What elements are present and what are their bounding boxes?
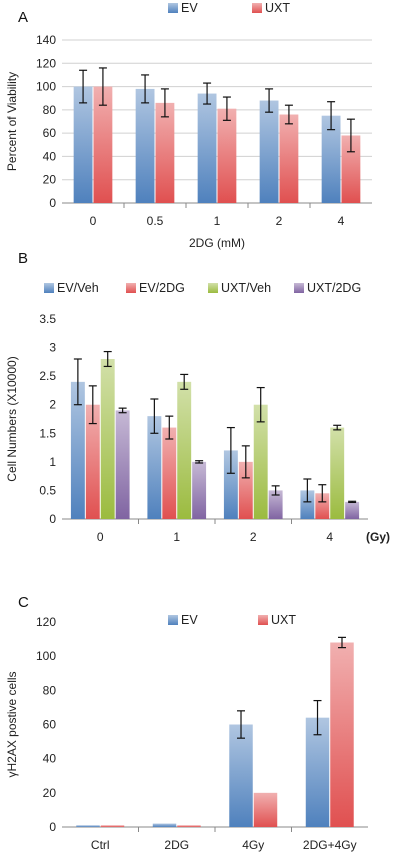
y-tick-label: 20 <box>43 173 57 187</box>
panel-c-letter: C <box>18 594 29 611</box>
bar-ev-2dg-4 <box>315 493 330 519</box>
legend-label-uxt-veh: UXT/Veh <box>221 281 271 295</box>
x-axis-label: 2DG (mM) <box>189 236 245 250</box>
legend-label-uxt-2dg: UXT/2DG <box>307 281 361 295</box>
y-tick-label: 0 <box>49 512 56 526</box>
legend-label-ev: EV <box>181 613 198 627</box>
legend-swatch-ev-2dg <box>126 283 136 293</box>
y-tick-label: 100 <box>36 80 56 94</box>
panel-a-letter: A <box>18 9 28 26</box>
bar-ev-veh-2 <box>223 450 238 519</box>
x-unit-label: (Gy) <box>366 530 390 544</box>
legend-label-ev-2dg: EV/2DG <box>139 281 185 295</box>
y-axis-label: γH2AX postive cells <box>5 671 19 777</box>
panel-b-letter: B <box>18 250 28 267</box>
x-tick-label: 4Gy <box>242 838 264 852</box>
y-tick-label: 80 <box>43 103 57 117</box>
x-tick-label: 2DG <box>164 838 189 852</box>
y-tick-label: 120 <box>36 615 56 629</box>
legend-swatch-uxt-2dg <box>294 283 304 293</box>
bar-ev-2dg-2 <box>238 461 253 519</box>
y-tick-label: 20 <box>43 786 57 800</box>
bar-uxt-0-5 <box>155 102 175 203</box>
bar-uxt-2dg-1 <box>192 461 207 519</box>
panel-a: A EV UXT 0 20 40 60 80 100 120 140 0 0.5 1 2 4 2DG (mM) P… <box>5 1 372 250</box>
legend-label-uxt: UXT <box>265 1 290 15</box>
legend-label-ev: EV <box>181 1 198 15</box>
bar-ev-2dg-1 <box>162 427 177 519</box>
x-tick-label: 2 <box>276 214 283 228</box>
bar-ev-4 <box>321 115 341 203</box>
x-tick-label: 1 <box>214 214 221 228</box>
y-tick-label: 1.5 <box>39 426 56 440</box>
legend-swatch-uxt <box>252 3 262 13</box>
x-tick-label: 4 <box>326 530 333 544</box>
bar-uxt-2 <box>279 114 299 203</box>
bar-uxt-veh-0 <box>100 359 115 519</box>
bar-uxt-veh-4 <box>330 427 345 519</box>
bar-uxt-veh-1 <box>177 381 192 519</box>
y-tick-label: 60 <box>43 718 57 732</box>
legend-swatch-ev <box>168 615 178 625</box>
panel-b: B EV/Veh EV/2DG UXT/Veh UXT/2DG 0 0.5 1 1.5 2 2.5 3… <box>5 250 390 544</box>
x-tick-label: 4 <box>338 214 345 228</box>
bar-ev-0-5 <box>135 88 155 203</box>
x-tick-label: 2DG+4Gy <box>303 838 357 852</box>
bar-uxt-2dg-4 <box>345 501 360 519</box>
x-tick-label: 0.5 <box>147 214 164 228</box>
legend-label-uxt: UXT <box>271 613 296 627</box>
y-tick-label: 0 <box>49 196 56 210</box>
bar-ev-4gy <box>229 724 253 827</box>
legend-swatch-uxt-veh <box>208 283 218 293</box>
bar-uxt-0 <box>93 86 113 203</box>
y-tick-label: 3 <box>49 341 56 355</box>
bar-ev-veh-4 <box>300 490 315 519</box>
y-tick-label: 0 <box>49 820 56 834</box>
x-tick-label: 2 <box>250 530 257 544</box>
y-tick-label: 60 <box>43 126 57 140</box>
y-tick-label: 40 <box>43 752 57 766</box>
y-tick-label: 80 <box>43 683 57 697</box>
bar-uxt-2dg <box>177 825 201 827</box>
bar-uxt-ctrl <box>100 825 125 827</box>
bar-ev-0 <box>73 86 93 203</box>
y-tick-label: 100 <box>36 649 56 663</box>
bar-ev-2dg-0 <box>85 404 100 519</box>
y-tick-label: 0.5 <box>39 483 56 497</box>
bar-ev-veh-0 <box>70 381 85 519</box>
bar-ev-2dg <box>152 823 177 827</box>
legend-swatch-uxt <box>258 615 268 625</box>
bar-ev-veh-1 <box>147 416 162 519</box>
y-tick-label: 140 <box>36 33 56 47</box>
bar-uxt-4 <box>341 135 361 203</box>
y-tick-label: 2 <box>49 398 56 412</box>
bar-uxt-1 <box>217 108 237 203</box>
y-tick-label: 1 <box>49 455 56 469</box>
legend-swatch-ev <box>168 3 178 13</box>
bar-uxt-4gy <box>253 792 278 827</box>
x-tick-label: Ctrl <box>91 838 110 852</box>
bar-ev-2dg-4gy <box>305 717 330 827</box>
bar-ev-2 <box>259 100 279 203</box>
panel-c: C EV UXT 0 20 40 60 80 100 120 Ctrl 2DG 4Gy 2DG+4Gy γH… <box>5 594 368 852</box>
bar-uxt-2dg-0 <box>115 410 130 519</box>
y-axis-label: Cell Numbers (X10000) <box>5 356 19 481</box>
y-tick-label: 3.5 <box>39 312 56 326</box>
x-tick-label: 1 <box>173 530 180 544</box>
y-tick-label: 2.5 <box>39 369 56 383</box>
bar-ev-1 <box>197 93 217 203</box>
x-tick-label: 0 <box>90 214 97 228</box>
y-tick-label: 120 <box>36 56 56 70</box>
bar-uxt-2dg-2 <box>268 490 283 519</box>
bar-uxt-2dg-4gy <box>330 642 354 827</box>
y-axis-label: Percent of Viability <box>5 72 19 171</box>
bar-ev-ctrl <box>76 825 100 827</box>
legend-label-ev-veh: EV/Veh <box>57 281 99 295</box>
y-tick-label: 40 <box>43 149 57 163</box>
x-tick-label: 0 <box>97 530 104 544</box>
legend-swatch-ev-veh <box>44 283 54 293</box>
bar-uxt-veh-2 <box>253 404 268 519</box>
